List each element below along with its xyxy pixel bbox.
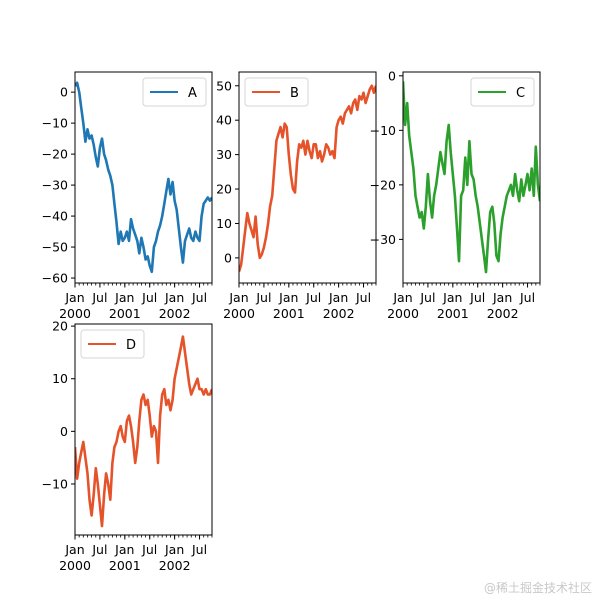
y-tick-label: −30	[370, 232, 396, 247]
x-tick-label: Jul	[305, 290, 321, 305]
x-tick-label: Jan	[164, 542, 184, 557]
y-tick-label: 0	[388, 68, 396, 83]
x-tick-label: Jul	[191, 290, 207, 305]
y-tick-label: −10	[370, 123, 396, 138]
x-tick-label: Jul	[141, 542, 157, 557]
x-tick-label: Jul	[91, 542, 107, 557]
legend-label: C	[516, 86, 525, 101]
series-line-d	[75, 335, 212, 528]
y-tick-label: 20	[216, 182, 232, 197]
x-tick-label: Jul	[519, 290, 535, 305]
x-tick-label: Jan	[278, 290, 298, 305]
y-tick-label: 50	[216, 78, 232, 93]
x-tick-label: Jan	[164, 290, 184, 305]
watermark: @稀土掘金技术社区	[483, 581, 592, 595]
y-tick-label: −50	[42, 240, 68, 255]
series-line-b	[239, 84, 376, 272]
x-tick-year-label: 2001	[109, 306, 141, 321]
legend-label: D	[126, 338, 136, 353]
x-tick-year-label: 2001	[109, 558, 141, 573]
y-tick-label: −10	[42, 116, 68, 131]
x-tick-label: Jan	[228, 290, 248, 305]
axes-frame	[74, 71, 213, 284]
y-tick-label: −20	[42, 147, 68, 162]
x-tick-year-label: 2000	[223, 306, 255, 321]
y-tick-label: −10	[42, 476, 68, 491]
legend: A	[142, 77, 207, 107]
x-tick-label: Jan	[492, 290, 512, 305]
series-line-a	[75, 81, 212, 274]
x-tick-year-label: 2001	[437, 306, 469, 321]
series-line-c	[403, 81, 540, 274]
x-tick-label: Jan	[64, 542, 84, 557]
y-tick-label: 0	[60, 85, 68, 100]
x-tick-label: Jan	[64, 290, 84, 305]
x-tick-label: Jul	[469, 290, 485, 305]
x-tick-label: Jul	[255, 290, 271, 305]
x-tick-year-label: 2002	[159, 558, 191, 573]
axes-frame	[402, 71, 541, 284]
legend: B	[244, 77, 309, 107]
x-tick-year-label: 2000	[387, 306, 419, 321]
x-tick-year-label: 2002	[487, 306, 519, 321]
x-tick-label: Jan	[392, 290, 412, 305]
y-tick-label: −40	[42, 209, 68, 224]
x-tick-label: Jul	[91, 290, 107, 305]
legend-label: A	[188, 86, 197, 101]
axes-frame	[74, 323, 213, 536]
legend-label: B	[290, 86, 299, 101]
x-tick-label: Jul	[419, 290, 435, 305]
y-tick-label: 0	[60, 424, 68, 439]
legend: C	[470, 77, 535, 107]
y-tick-label: 0	[224, 250, 232, 265]
x-tick-label: Jul	[141, 290, 157, 305]
x-tick-year-label: 2000	[59, 306, 91, 321]
x-tick-label: Jan	[442, 290, 462, 305]
x-tick-year-label: 2002	[159, 306, 191, 321]
y-tick-label: −20	[370, 177, 396, 192]
x-tick-label: Jan	[328, 290, 348, 305]
y-tick-label: 20	[52, 319, 68, 334]
x-tick-year-label: 2001	[273, 306, 305, 321]
x-tick-label: Jul	[355, 290, 371, 305]
axes-frame	[238, 71, 377, 284]
y-tick-label: 30	[216, 147, 232, 162]
legend: D	[80, 329, 145, 359]
x-tick-year-label: 2002	[323, 306, 355, 321]
x-tick-label: Jan	[114, 542, 134, 557]
x-tick-label: Jan	[114, 290, 134, 305]
y-tick-label: −30	[42, 178, 68, 193]
y-tick-label: 10	[52, 371, 68, 386]
x-tick-year-label: 2000	[59, 558, 91, 573]
y-tick-label: 40	[216, 113, 232, 128]
y-tick-label: −60	[42, 271, 68, 286]
y-tick-label: 10	[216, 216, 232, 231]
x-tick-label: Jul	[191, 542, 207, 557]
